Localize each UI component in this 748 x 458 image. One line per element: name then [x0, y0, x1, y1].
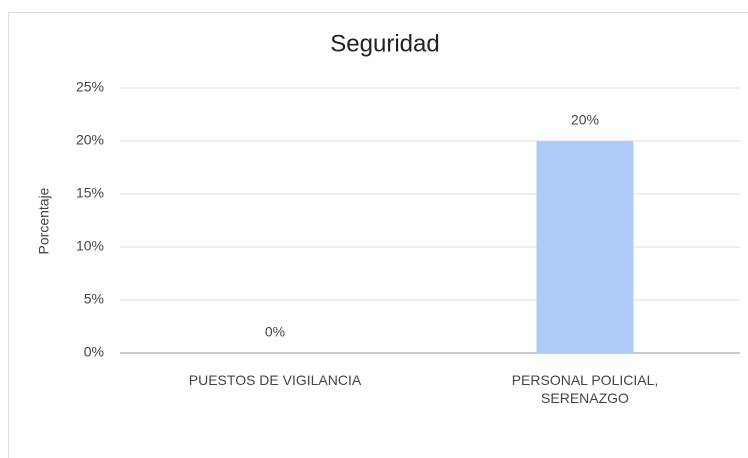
- y-tick-label: 10%: [76, 238, 104, 254]
- y-tick-label: 20%: [76, 132, 104, 148]
- y-axis-label: Porcentaje: [36, 187, 52, 254]
- y-tick-label: 0%: [84, 344, 104, 360]
- bar: [536, 141, 634, 353]
- chart-title: Seguridad: [330, 30, 439, 57]
- y-tick-label: 5%: [84, 291, 104, 307]
- y-tick-label: 25%: [76, 79, 104, 95]
- x-tick-label: PUESTOS DE VIGILANCIA: [188, 372, 362, 388]
- y-tick-label: 15%: [76, 185, 104, 201]
- data-label: 20%: [571, 112, 599, 128]
- x-tick-label: PERSONAL POLICIAL, SERENAZGO: [511, 372, 659, 406]
- data-label: 0%: [265, 324, 285, 340]
